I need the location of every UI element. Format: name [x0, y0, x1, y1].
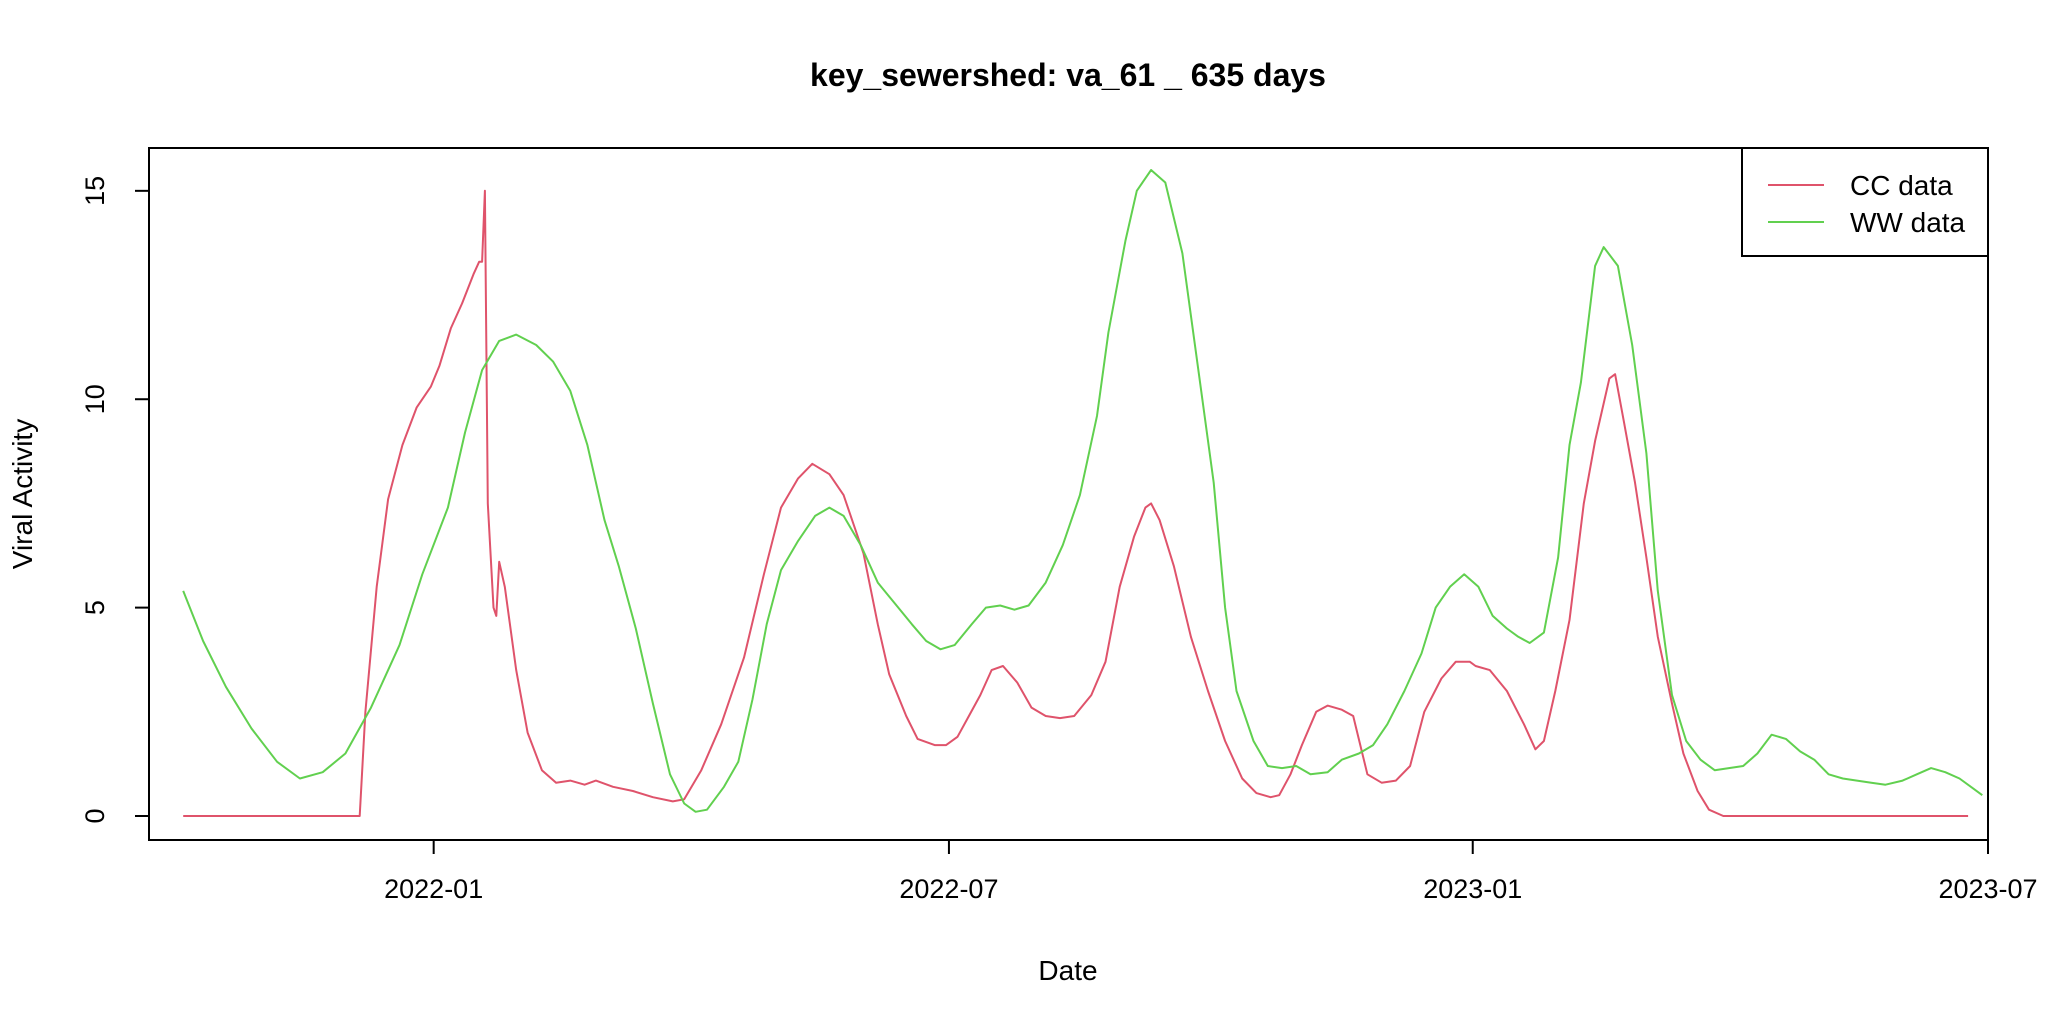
x-tick-label: 2023-07 — [1938, 874, 2037, 904]
y-axis-label: Viral Activity — [7, 419, 38, 569]
x-tick-label: 2023-01 — [1423, 874, 1522, 904]
series-line-cc — [183, 189, 1969, 817]
y-tick-label: 5 — [80, 600, 110, 615]
x-axis-label: Date — [1038, 955, 1097, 986]
axes-layer: 2022-01 2022-07 2023-01 2023-07 0 5 10 15 — [80, 176, 2038, 904]
y-tick-label: 10 — [80, 384, 110, 414]
x-tick-label: 2022-01 — [384, 874, 483, 904]
chart-title: key_sewershed: va_61 _ 635 days — [810, 57, 1326, 93]
series-line-ww — [182, 169, 1983, 813]
legend-label-ww: WW data — [1850, 207, 1966, 238]
plot-area — [148, 147, 1989, 841]
legend-label-cc: CC data — [1850, 170, 1953, 201]
y-tick-label: 0 — [80, 808, 110, 823]
y-tick-label: 15 — [80, 176, 110, 206]
series-layer — [182, 169, 1983, 817]
legend: CC data WW data — [1741, 147, 1989, 257]
x-tick-label: 2022-07 — [899, 874, 998, 904]
legend-box — [1741, 147, 1989, 257]
